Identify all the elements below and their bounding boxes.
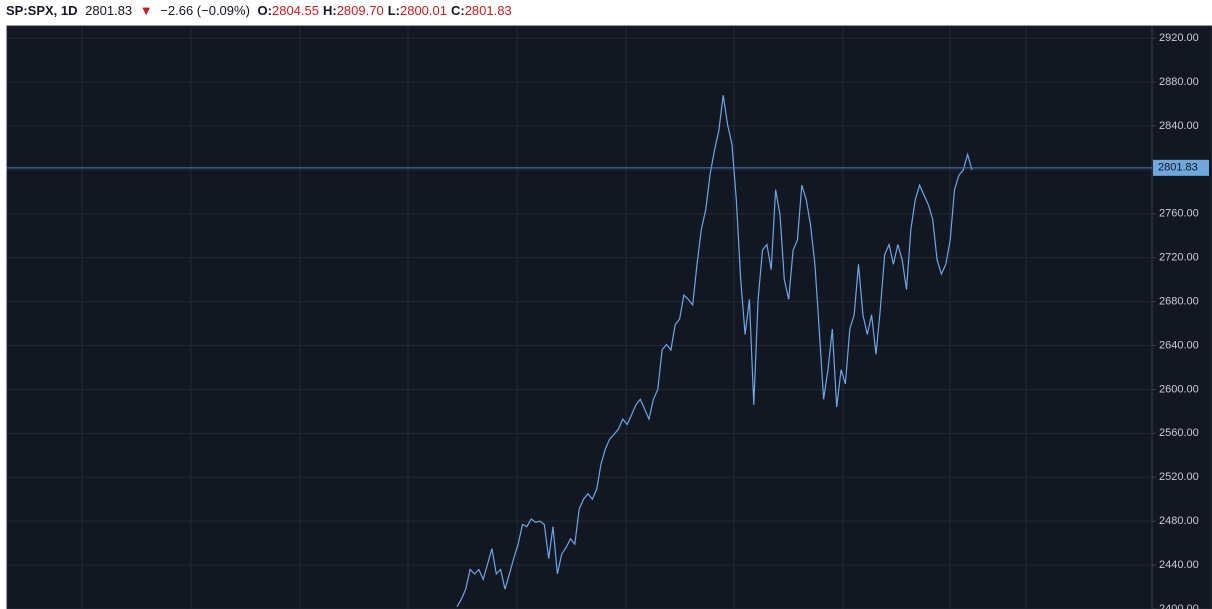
ohlc-value: 2801.83: [464, 3, 512, 18]
symbol: SP:SPX, 1D: [6, 3, 78, 18]
ohlc-value: 2804.55: [271, 3, 319, 18]
down-arrow: ▼: [139, 3, 153, 18]
y-tick-label: 2680.00: [1159, 295, 1199, 307]
y-tick-label: 2840.00: [1159, 120, 1199, 132]
y-tick-label: 2560.00: [1159, 427, 1199, 439]
price-line: [456, 95, 973, 608]
ohlc-value: 2800.01: [399, 3, 447, 18]
y-tick-label: 2480.00: [1159, 515, 1199, 527]
y-tick-label: 2880.00: [1159, 76, 1199, 88]
y-tick-label: 2600.00: [1159, 383, 1199, 395]
y-tick-label: 2440.00: [1159, 559, 1199, 571]
ohlc-value: 2809.70: [336, 3, 384, 18]
chart-background: [6, 25, 1212, 609]
ohlc-label: L:: [387, 3, 400, 18]
ohlc-label: C:: [450, 3, 465, 18]
y-tick-label: 2920.00: [1159, 32, 1199, 44]
ohlc-label: O:: [257, 3, 272, 18]
y-tick-label: 2720.00: [1159, 252, 1199, 264]
ohlc-label: H:: [322, 3, 337, 18]
last-price: 2801.83: [85, 3, 133, 18]
y-tick-label: 2640.00: [1159, 339, 1199, 351]
ohlc: O:2804.55 H:2809.70 L:2800.01 C:2801.83: [258, 3, 516, 18]
y-tick-label: 2400.00: [1159, 603, 1199, 609]
last-price-label: 2801.83: [1158, 162, 1198, 174]
y-tick-label: 2520.00: [1159, 471, 1199, 483]
last-price-box: [1153, 159, 1209, 176]
change: −2.66 (−0.09%): [160, 3, 250, 18]
header: SP:SPX, 1D 2801.83 ▼ −2.66 (−0.09%) O:28…: [6, 3, 520, 18]
y-tick-label: 2760.00: [1159, 208, 1199, 220]
